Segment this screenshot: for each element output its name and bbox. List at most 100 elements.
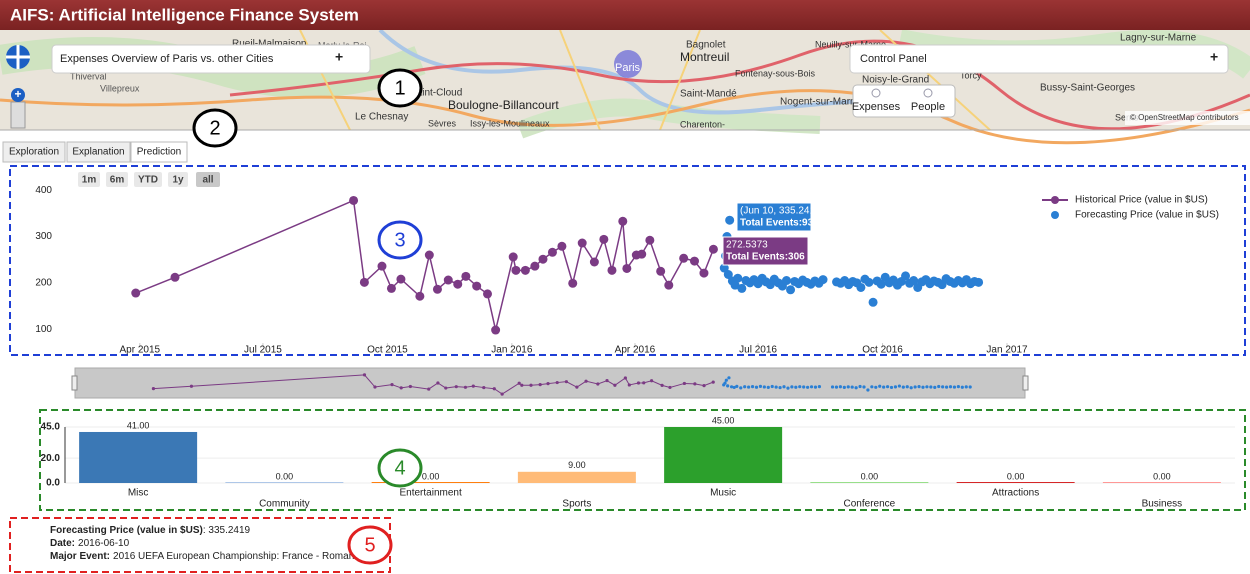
price-point[interactable]	[607, 265, 617, 275]
zoom-slider[interactable]	[10, 101, 26, 129]
price-point[interactable]	[737, 283, 747, 293]
price-point[interactable]	[645, 235, 655, 245]
range-label[interactable]: 6m	[110, 175, 125, 186]
price-point[interactable]	[708, 244, 718, 254]
range-button[interactable]	[134, 172, 162, 187]
price-point[interactable]	[781, 276, 791, 286]
option-radio[interactable]	[871, 88, 881, 98]
tab[interactable]	[66, 141, 131, 163]
range-button[interactable]	[78, 172, 100, 187]
range-label[interactable]: all	[202, 175, 213, 186]
price-point[interactable]	[511, 265, 521, 275]
map-marker[interactable]	[614, 50, 642, 78]
control-panel[interactable]	[849, 44, 1229, 74]
price-point[interactable]	[599, 234, 609, 244]
price-point[interactable]	[622, 263, 632, 273]
price-point[interactable]	[818, 275, 828, 285]
option-label[interactable]: Expenses	[852, 101, 901, 113]
price-point[interactable]	[723, 269, 733, 279]
map-river	[378, 28, 901, 115]
price-point[interactable]	[547, 247, 557, 257]
price-point[interactable]	[170, 272, 180, 282]
range-label[interactable]: 1m	[82, 175, 97, 186]
price-point[interactable]	[491, 325, 501, 335]
price-point[interactable]	[568, 278, 578, 288]
range-button[interactable]	[168, 172, 188, 187]
price-point[interactable]	[733, 273, 743, 283]
range-label[interactable]: YTD	[138, 175, 158, 186]
price-point[interactable]	[679, 253, 689, 263]
price-point[interactable]	[618, 216, 628, 226]
price-point[interactable]	[901, 271, 911, 281]
overview-toggle[interactable]: +	[335, 49, 343, 65]
legend-label[interactable]: Forecasting Price (value in $US)	[1075, 210, 1219, 221]
navigator-point	[627, 383, 631, 387]
control-toggle[interactable]: +	[1210, 49, 1218, 65]
navigator-point	[390, 383, 394, 387]
legend-label[interactable]: Historical Price (value in $US)	[1075, 195, 1208, 206]
price-point[interactable]	[699, 268, 709, 278]
price-point[interactable]	[689, 256, 699, 266]
price-point[interactable]	[483, 289, 493, 299]
option-label[interactable]: People	[911, 101, 945, 113]
price-point[interactable]	[359, 277, 369, 287]
price-point[interactable]	[557, 241, 567, 251]
bar[interactable]	[225, 482, 344, 483]
bar[interactable]	[1102, 482, 1221, 483]
price-point[interactable]	[386, 283, 396, 293]
price-point[interactable]	[377, 261, 387, 271]
price-point[interactable]	[349, 195, 359, 205]
tab[interactable]	[130, 141, 188, 163]
price-point[interactable]	[472, 281, 482, 291]
tab-label[interactable]: Prediction	[137, 147, 181, 158]
price-point[interactable]	[461, 271, 471, 281]
tab-label[interactable]: Exploration	[9, 147, 59, 158]
zoom-in-button[interactable]	[11, 88, 25, 102]
navigator-handle[interactable]	[71, 375, 78, 391]
bar[interactable]	[810, 482, 929, 483]
price-point[interactable]	[856, 282, 866, 292]
navigator-handle[interactable]	[1022, 375, 1029, 391]
bar[interactable]	[956, 482, 1075, 483]
tab-label[interactable]: Explanation	[72, 147, 124, 158]
bar[interactable]	[664, 427, 783, 483]
price-point[interactable]	[664, 280, 674, 290]
price-point[interactable]	[868, 297, 878, 307]
bar[interactable]	[371, 482, 490, 483]
price-point[interactable]	[974, 277, 984, 287]
range-label[interactable]: 1y	[172, 175, 184, 186]
price-point[interactable]	[396, 274, 406, 284]
price-point[interactable]	[432, 284, 442, 294]
option-radio[interactable]	[923, 88, 933, 98]
price-point[interactable]	[577, 238, 587, 248]
price-point[interactable]	[538, 254, 548, 264]
map-label: Rueil-Malmaison	[232, 39, 306, 50]
x-tick-label: Misc	[128, 488, 149, 499]
price-point[interactable]	[876, 279, 886, 289]
range-button[interactable]	[106, 172, 128, 187]
price-point[interactable]	[589, 257, 599, 267]
price-point[interactable]	[864, 277, 874, 287]
price-point[interactable]	[637, 249, 647, 259]
price-point[interactable]	[131, 288, 141, 298]
navigator-point	[711, 380, 715, 384]
zoom-in-label[interactable]: +	[14, 87, 21, 101]
price-point[interactable]	[909, 276, 919, 286]
price-point[interactable]	[415, 291, 425, 301]
price-point[interactable]	[530, 261, 540, 271]
overview-panel[interactable]	[51, 44, 371, 74]
price-point[interactable]	[730, 280, 740, 290]
price-point[interactable]	[453, 279, 463, 289]
price-point[interactable]	[786, 285, 796, 295]
bar[interactable]	[517, 471, 636, 483]
price-point[interactable]	[443, 275, 453, 285]
price-point[interactable]	[508, 252, 518, 262]
bar[interactable]	[79, 431, 198, 483]
price-point[interactable]	[656, 266, 666, 276]
tab[interactable]	[2, 141, 66, 163]
price-point[interactable]	[520, 265, 530, 275]
price-point[interactable]	[719, 263, 729, 273]
price-point[interactable]	[725, 215, 735, 225]
price-point[interactable]	[424, 250, 434, 260]
range-button[interactable]	[196, 172, 220, 187]
